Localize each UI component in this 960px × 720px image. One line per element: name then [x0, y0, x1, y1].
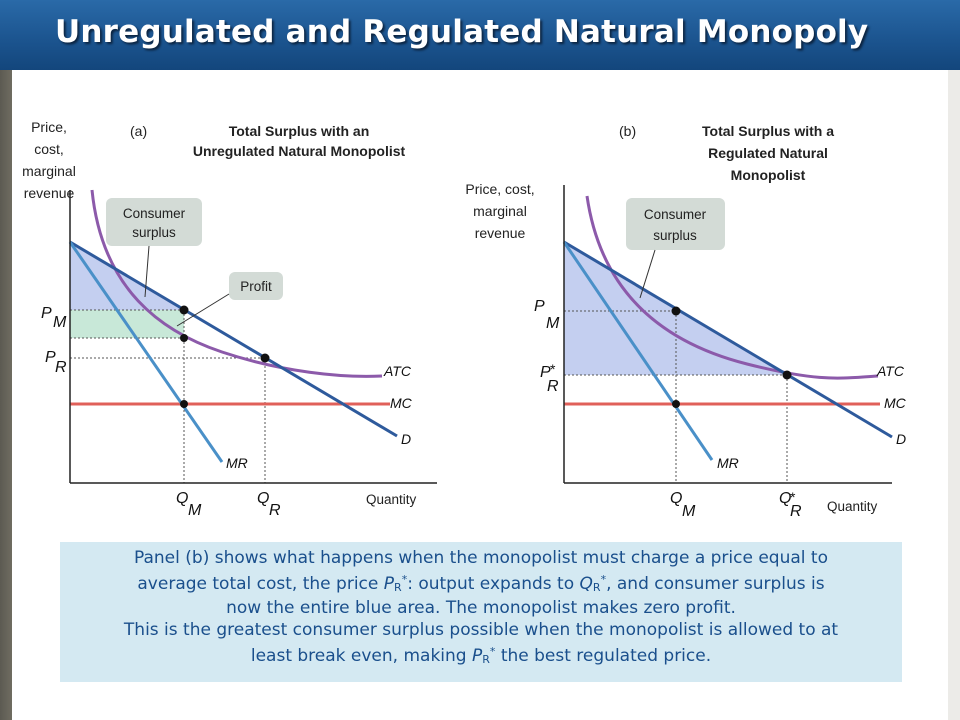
caption-pr-subscript-2: R	[482, 652, 490, 666]
panel-b-title-1: Total Surplus with a	[702, 123, 834, 139]
caption-box: Panel (b) shows what happens when the mo…	[60, 542, 902, 682]
panel-a-atc-point	[180, 334, 188, 342]
caption-text-4: This is the greatest consumer surplus po…	[123, 619, 839, 640]
panel-a-y-label-2: cost,	[34, 141, 64, 157]
panel-b-consumer-surplus-label-1: Consumer	[644, 207, 707, 222]
caption-qr-star: *	[600, 573, 607, 587]
panel-b-x-label: Quantity	[827, 499, 878, 514]
panel-b-y-label-3: revenue	[475, 225, 526, 241]
caption-pr-star-2: *	[489, 644, 496, 658]
caption-pr-symbol: P	[383, 574, 395, 595]
panel-b-mr-label: MR	[717, 455, 739, 471]
panel-a-mr-curve	[68, 241, 224, 463]
panel-a-title-2: Unregulated Natural Monopolist	[193, 143, 406, 159]
caption-qr-subscript: R	[592, 581, 601, 595]
panel-a-regulated-point	[260, 353, 270, 363]
caption-pr-symbol-2: P	[472, 645, 483, 666]
panel-b-title-3: Monopolist	[731, 167, 806, 183]
caption-line-3: now the entire blue area. The monopolist…	[70, 598, 892, 619]
panel-a-consumer-surplus-label-1: Consumer	[123, 206, 186, 221]
caption-text-5b: the best regulated price.	[495, 645, 712, 666]
panel-b-pr-letter: P	[540, 364, 551, 381]
panel-b-pm-letter: P	[534, 298, 545, 315]
panel-a-y-label-4: revenue	[24, 185, 75, 201]
panel-a-qm-subscript: M	[188, 502, 202, 519]
panel-a-atc-label: ATC	[383, 363, 412, 379]
panel-b-tag: (b)	[619, 123, 636, 139]
panel-a-monopoly-point	[179, 305, 189, 315]
caption-text-1: Panel (b) shows what happens when the mo…	[134, 548, 828, 568]
panel-a-qm-letter: Q	[176, 490, 188, 507]
panel-b-title-2: Regulated Natural	[708, 145, 828, 161]
panel-b-qm-subscript: M	[682, 503, 696, 520]
panel-b-d-label: D	[896, 431, 906, 447]
panel-b-qr-star: *	[790, 489, 796, 505]
panel-a-consumer-surplus-label-2: surplus	[132, 225, 176, 240]
panel-a-pr-subscript: R	[55, 359, 67, 376]
caption-qr-symbol: Q	[579, 574, 593, 595]
panel-a-mr-mc-point	[180, 400, 188, 408]
panel-b-mr-mc-point	[672, 400, 680, 408]
panel-a-pm-subscript: M	[53, 314, 67, 331]
panel-a-profit-label: Profit	[240, 279, 272, 294]
panel-a-profit-bubble	[229, 272, 283, 300]
caption-line-5: least break even, making PR* the best re…	[70, 641, 892, 670]
caption-pr-star: *	[401, 573, 408, 587]
panel-a-profit-pointer	[176, 293, 230, 327]
panel-a-pm-letter: P	[41, 305, 52, 322]
panel-b-qr-letter: Q	[779, 490, 791, 507]
panel-b-y-label-1: Price, cost,	[465, 181, 534, 197]
panel-b-qr-subscript: R	[790, 503, 802, 520]
panel-a-pr-letter: P	[45, 349, 56, 366]
panel-b-pr-star: *	[550, 361, 556, 377]
panel-b-consumer-surplus-pointer	[639, 249, 656, 299]
panel-b-mc-label: MC	[884, 395, 907, 411]
panel-b-atc-label: ATC	[876, 363, 905, 379]
panel-a-d-label: D	[401, 431, 411, 447]
panel-a-title-1: Total Surplus with an	[229, 123, 370, 139]
panel-a-y-label-3: marginal	[22, 163, 76, 179]
caption-text-5a: least break even, making	[250, 645, 472, 666]
panel-b-pm-subscript: M	[546, 315, 560, 332]
panel-a-y-label-1: Price,	[31, 119, 67, 135]
caption-line-1: Panel (b) shows what happens when the mo…	[70, 548, 892, 569]
caption-line-2: average total cost, the price PR*: outpu…	[70, 569, 892, 598]
caption-pr-subscript: R	[394, 581, 402, 595]
panel-b-demand-curve	[563, 240, 893, 439]
caption-text-2c: , and consumer surplus is	[606, 574, 825, 595]
panel-a-tag: (a)	[130, 123, 147, 139]
panel-b: Consumer surplus (b) Total Surplus with …	[465, 123, 906, 520]
panel-a-mc-label: MC	[390, 395, 413, 411]
caption-text-3: now the entire blue area. The monopolist…	[226, 598, 736, 619]
title-bar: Unregulated and Regulated Natural Monopo…	[0, 0, 960, 70]
page-title: Unregulated and Regulated Natural Monopo…	[55, 14, 869, 50]
panel-b-monopoly-point	[671, 306, 681, 316]
panel-a-consumer-surplus-bubble	[106, 198, 202, 246]
panel-a-qr-letter: Q	[257, 490, 269, 507]
panel-a-consumer-surplus-pointer	[144, 245, 150, 298]
panel-b-atc-curve	[585, 195, 879, 380]
diagram: Consumer surplus Profit (a) Total Surplu…	[22, 119, 907, 520]
panel-b-consumer-surplus-label-2: surplus	[653, 228, 697, 243]
panel-b-mr-curve	[562, 241, 714, 461]
panel-b-regulated-point	[782, 370, 792, 380]
panel-a-qr-subscript: R	[269, 502, 281, 519]
panel-b-consumer-surplus-bubble	[626, 198, 725, 250]
panel-a-x-label: Quantity	[366, 492, 417, 507]
panel-a: Consumer surplus Profit (a) Total Surplu…	[22, 119, 437, 519]
panel-b-y-label-2: marginal	[473, 203, 527, 219]
caption-text-2a: average total cost, the price	[137, 574, 384, 595]
panel-a-atc-curve	[90, 189, 383, 378]
panel-a-demand-curve	[69, 240, 398, 438]
caption-text-2b: : output expands to	[407, 574, 580, 595]
panel-a-mr-label: MR	[226, 455, 248, 471]
panel-b-pr-subscript: R	[547, 378, 559, 395]
panel-b-qm-letter: Q	[670, 490, 682, 507]
caption-line-4: This is the greatest consumer surplus po…	[70, 620, 892, 641]
